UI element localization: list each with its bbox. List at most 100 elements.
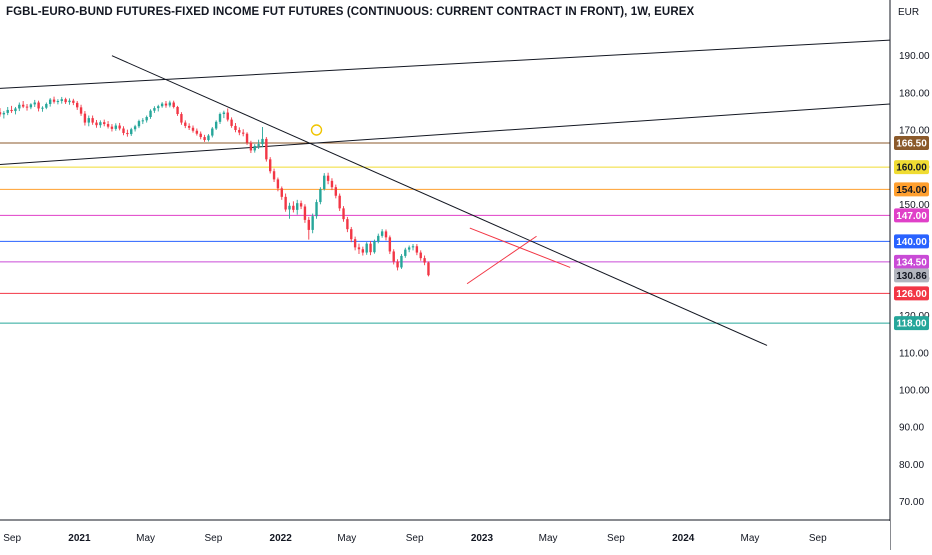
candle-body: [323, 175, 326, 190]
candle: [199, 131, 202, 140]
candle: [311, 213, 314, 234]
candle-body: [396, 261, 399, 268]
candle-body: [238, 130, 241, 133]
candle-body: [122, 128, 125, 133]
candle-body: [257, 144, 260, 146]
y-tick-label: 150.00: [899, 200, 930, 211]
candle: [361, 246, 365, 256]
y-tick-label: 70.00: [899, 497, 924, 508]
candle: [130, 127, 133, 136]
y-tick-label: 190.00: [899, 51, 930, 62]
candle-body: [157, 106, 160, 109]
candle-body: [288, 205, 291, 210]
candle: [37, 100, 40, 112]
candle-body: [245, 133, 249, 143]
price-badge-2-bg: [894, 182, 929, 197]
price-badge-7: 118.00: [894, 316, 929, 331]
price-badge-6-label: 126.00: [896, 289, 927, 300]
candle-body: [388, 237, 392, 252]
candle: [230, 117, 233, 128]
candle: [241, 129, 245, 137]
candle-body: [60, 99, 63, 102]
price-badge-4-bg: [894, 234, 929, 249]
x-tick-label: 2024: [672, 533, 695, 544]
candle-body: [226, 112, 229, 120]
candle-body: [373, 241, 376, 253]
candle-body: [168, 102, 172, 106]
candle-body: [103, 122, 106, 125]
candle: [334, 184, 338, 199]
candle: [357, 243, 361, 255]
candle-body: [187, 125, 191, 128]
candle: [157, 104, 160, 112]
price-badge-0: 166.50: [894, 136, 929, 150]
candle: [110, 124, 114, 132]
x-tick-label: Sep: [205, 533, 223, 544]
candle: [392, 249, 395, 265]
candle-body: [195, 130, 199, 134]
candle-body: [276, 179, 280, 189]
price-badge-4: 140.00: [894, 234, 929, 249]
trend-line-2: [111, 55, 768, 346]
candle-body: [29, 104, 33, 108]
x-tick-label: Sep: [607, 533, 625, 544]
candle: [346, 216, 349, 233]
candle: [99, 120, 102, 128]
x-tick-label: 2021: [68, 533, 91, 544]
candle: [126, 129, 129, 137]
candle: [114, 123, 117, 131]
candle: [353, 236, 357, 251]
candle: [400, 254, 403, 269]
candle: [276, 177, 280, 192]
candle: [427, 261, 430, 277]
currency-label: EUR: [898, 7, 919, 18]
y-tick-label: 90.00: [899, 423, 924, 434]
candle: [0, 108, 2, 117]
candle: [377, 233, 380, 244]
candle: [423, 255, 426, 266]
candle-body: [184, 122, 187, 126]
candle-body: [149, 110, 152, 117]
candle: [133, 124, 137, 132]
candle-body: [357, 247, 361, 250]
candle: [176, 105, 179, 116]
candle-body: [48, 99, 52, 104]
candle-body: [284, 196, 287, 210]
candle: [191, 125, 195, 133]
candle: [64, 97, 67, 104]
candle-body: [419, 252, 422, 259]
candle: [299, 200, 303, 210]
candle-body: [176, 106, 179, 115]
trend-line-4: [466, 235, 537, 285]
candle: [315, 199, 318, 219]
x-tick-label: Sep: [406, 533, 424, 544]
last-price-badge-bg: [894, 268, 929, 283]
x-tick-label: Sep: [809, 533, 827, 544]
candle-body: [415, 246, 419, 253]
last-price-badge-label: 130.86: [896, 271, 927, 282]
candle-body: [56, 101, 60, 103]
candle-body: [407, 247, 411, 250]
candle-body: [118, 125, 121, 129]
candle: [56, 99, 60, 105]
candle: [52, 96, 56, 104]
candle: [407, 245, 411, 253]
candle: [137, 119, 141, 129]
candle: [284, 193, 287, 212]
x-tick-label: May: [337, 533, 356, 544]
candle-body: [411, 246, 415, 248]
candle-body: [330, 180, 334, 188]
candle-body: [334, 187, 338, 196]
candle: [292, 201, 295, 213]
candle: [323, 173, 326, 191]
candle: [118, 122, 121, 131]
candle-body: [241, 132, 245, 134]
candle: [388, 235, 392, 255]
candle: [257, 139, 260, 149]
candle: [164, 101, 168, 108]
candle-body: [114, 125, 117, 129]
candle: [172, 100, 175, 109]
candle-body: [269, 159, 272, 172]
